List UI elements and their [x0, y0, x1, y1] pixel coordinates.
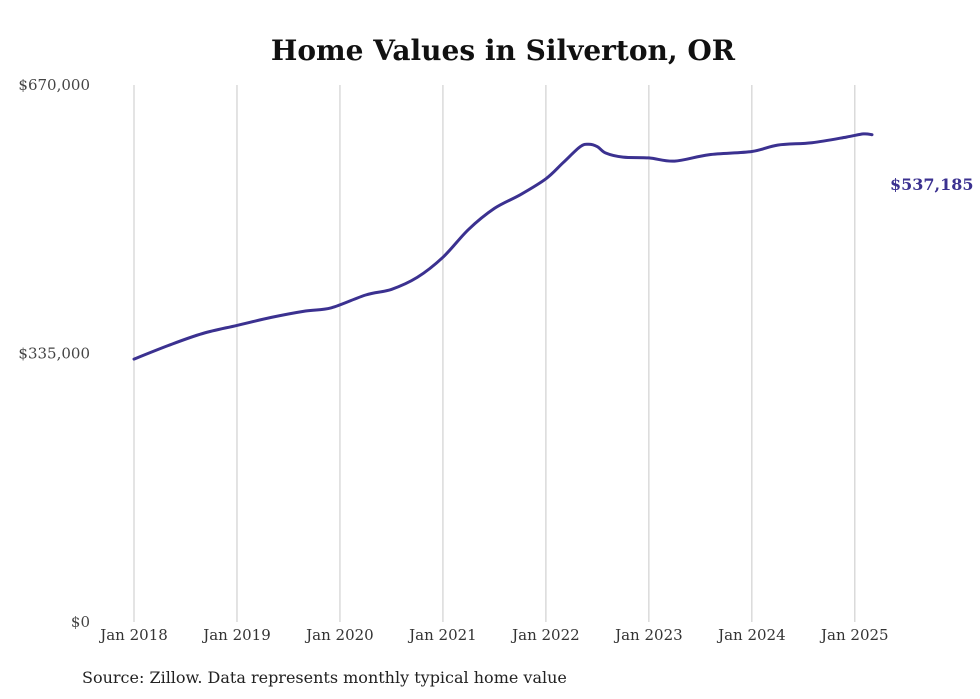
x-tick-label: Jan 2025 — [819, 626, 889, 644]
source-note: Source: Zillow. Data represents monthly … — [82, 668, 567, 687]
y-tick-label: $0 — [71, 613, 90, 631]
x-tick-label: Jan 2019 — [201, 626, 271, 644]
series-layer — [132, 132, 874, 361]
end-value-label: $537,185 — [890, 175, 974, 194]
x-tick-label: Jan 2021 — [407, 626, 477, 644]
grid-lines — [133, 85, 856, 622]
y-axis-ticks: $0 $335,000 $670,000 — [18, 76, 90, 631]
x-tick-label: Jan 2018 — [98, 626, 168, 644]
x-tick-label: Jan 2023 — [613, 626, 683, 644]
x-tick-label: Jan 2024 — [716, 626, 786, 644]
series-line-0 — [132, 132, 874, 361]
y-tick-label: $670,000 — [18, 76, 90, 94]
y-tick-label: $335,000 — [18, 345, 90, 363]
x-axis-ticks: Jan 2018 Jan 2019 Jan 2020 Jan 2021 Jan 2022… — [98, 626, 888, 644]
chart-title: Home Values in Silverton, OR — [271, 34, 736, 67]
x-tick-label: Jan 2020 — [304, 626, 374, 644]
x-tick-label: Jan 2022 — [510, 626, 580, 644]
